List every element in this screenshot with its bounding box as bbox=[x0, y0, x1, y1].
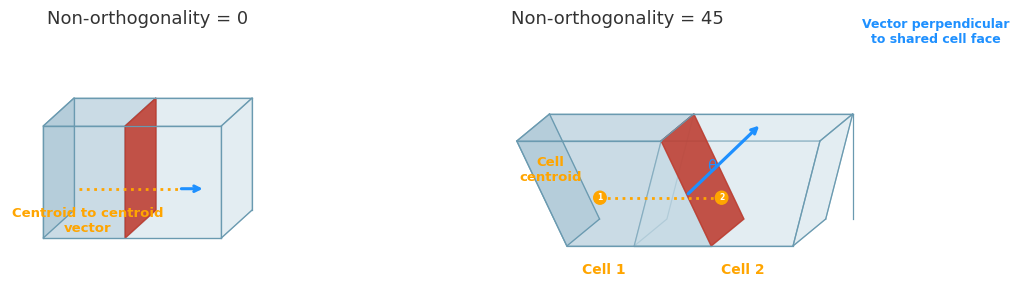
Text: Cell 2: Cell 2 bbox=[721, 263, 765, 277]
Polygon shape bbox=[634, 114, 694, 246]
Polygon shape bbox=[125, 98, 156, 238]
Polygon shape bbox=[517, 141, 712, 246]
Polygon shape bbox=[125, 98, 252, 126]
Text: Vector perpendicular
to shared cell face: Vector perpendicular to shared cell face bbox=[861, 18, 1010, 46]
Text: Cell 1: Cell 1 bbox=[583, 263, 626, 277]
Polygon shape bbox=[43, 126, 125, 238]
Polygon shape bbox=[125, 98, 156, 238]
Polygon shape bbox=[125, 126, 221, 238]
Text: Centroid to centroid
vector: Centroid to centroid vector bbox=[12, 207, 164, 235]
Circle shape bbox=[716, 191, 728, 204]
Polygon shape bbox=[634, 141, 820, 246]
Polygon shape bbox=[43, 98, 74, 238]
Text: θ: θ bbox=[708, 159, 717, 174]
Text: 2: 2 bbox=[719, 193, 724, 202]
Text: Non-orthogonality = 0: Non-orthogonality = 0 bbox=[47, 10, 248, 28]
Text: Non-orthogonality = 45: Non-orthogonality = 45 bbox=[511, 10, 724, 28]
Polygon shape bbox=[125, 98, 156, 238]
Polygon shape bbox=[662, 114, 743, 246]
Circle shape bbox=[594, 191, 606, 204]
Text: Cell
centroid: Cell centroid bbox=[519, 156, 582, 184]
Polygon shape bbox=[517, 114, 694, 141]
Polygon shape bbox=[662, 114, 743, 246]
Polygon shape bbox=[517, 114, 600, 246]
Polygon shape bbox=[221, 98, 252, 238]
Text: 1: 1 bbox=[597, 193, 602, 202]
Polygon shape bbox=[662, 114, 853, 141]
Polygon shape bbox=[43, 98, 156, 126]
Polygon shape bbox=[793, 114, 853, 246]
